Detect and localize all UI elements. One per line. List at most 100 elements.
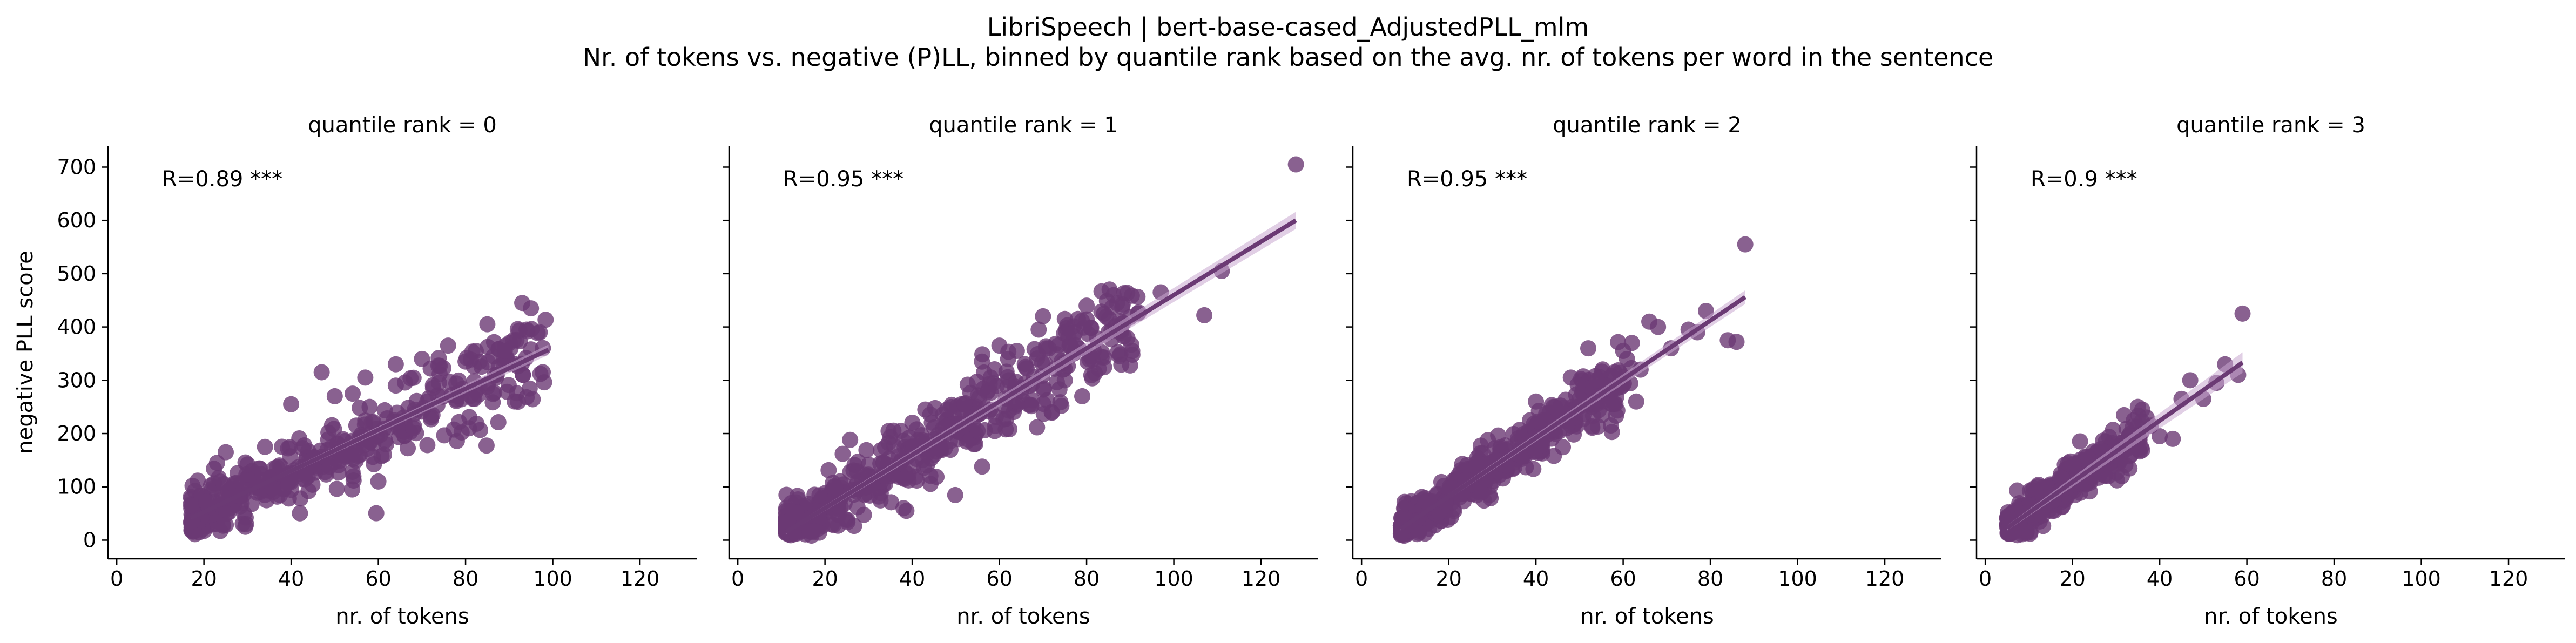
data-point [956,396,973,412]
data-point [825,475,841,491]
data-point [2182,372,2199,389]
data-point [1511,422,1528,438]
scatter-points [777,156,1304,544]
data-point [982,369,999,386]
y-axis-label: negative PLL score [13,251,38,454]
data-point [190,472,206,489]
data-point [1580,340,1596,357]
data-point [1056,310,1073,327]
data-point [1615,343,1631,360]
data-point [974,353,990,370]
data-point [274,438,291,455]
facet-title: quantile rank = 1 [929,113,1118,138]
data-point [257,438,273,455]
data-point [321,458,338,475]
data-point [1737,236,1754,253]
data-point [947,486,963,503]
data-point [1029,419,1046,436]
data-point [1058,323,1075,340]
y-tick-label: 300 [57,368,96,392]
data-point [436,427,453,444]
data-point [2105,422,2121,438]
data-point [361,398,378,415]
data-point [991,337,1008,354]
x-tick-label: 40 [1523,567,1549,591]
data-point [440,337,456,354]
scatter-points [183,295,554,543]
facet-title: quantile rank = 2 [1553,113,1742,138]
data-point [926,446,942,463]
data-point [537,312,554,328]
data-point [2060,455,2076,471]
data-point [969,423,986,439]
data-point [1017,358,1034,375]
data-point [1545,398,1562,415]
facet-panel-1: quantile rank = 1 0 20 40 60 80 100 120 nr. of t… [723,113,1318,629]
data-point [206,461,222,477]
data-point [1078,297,1095,314]
x-tick-label: 60 [1610,567,1636,591]
data-point [2130,441,2147,458]
data-point [1040,340,1057,357]
data-point [400,440,416,457]
regression-line [190,348,550,520]
y-tick-label: 100 [57,475,96,499]
data-point [974,458,990,475]
y-tick-label: 600 [57,208,96,232]
data-point [2034,507,2051,524]
y-tick-label: 700 [57,155,96,179]
x-tick-label: 0 [1979,567,1992,591]
data-point [820,462,837,478]
data-point [269,488,286,505]
data-point [834,445,851,462]
correlation-annotation: R=0.95 *** [783,167,903,192]
data-point [419,437,436,454]
data-point [1562,369,1579,386]
facet-grid: quantile rank = 00 20 40 60 80 100 12001002003… [13,113,2565,629]
data-point [1650,319,1667,335]
data-point [2117,457,2134,473]
data-point [922,476,939,492]
data-point [2234,305,2251,322]
data-point [1096,359,1112,376]
data-point [531,324,548,341]
data-point [1594,407,1610,423]
data-point [1546,448,1562,464]
data-point [486,384,503,401]
data-point [237,518,254,535]
data-point [479,316,496,333]
data-point [203,477,219,494]
facet-title: quantile rank = 3 [2176,113,2365,138]
x-axis-label: nr. of tokens [335,604,469,629]
y-tick-label: 400 [57,315,96,339]
data-point [917,401,934,418]
data-point [904,414,921,431]
x-tick-label: 100 [533,567,572,591]
x-tick-label: 80 [1697,567,1723,591]
data-point [296,437,313,454]
x-tick-label: 20 [1435,567,1461,591]
data-point [1603,424,1620,441]
y-tick-label: 500 [57,262,96,286]
data-point [1528,393,1545,410]
data-point [326,388,343,404]
x-tick-label: 20 [2059,567,2085,591]
data-point [292,505,308,522]
data-point [1112,346,1129,363]
chart-title: LibriSpeech | bert-base-cased_AdjustedPL… [987,12,1589,42]
data-point [1411,524,1427,541]
data-point [1080,354,1096,370]
data-point [1034,355,1050,371]
data-point [405,369,422,386]
y-tick-label: 200 [57,422,96,445]
x-tick-label: 40 [278,567,304,591]
data-point [387,377,404,394]
data-point [345,385,361,402]
x-tick-label: 120 [2489,567,2528,591]
data-point [215,476,232,492]
x-tick-label: 60 [2234,567,2260,591]
data-point [300,483,317,499]
data-point [313,364,330,381]
